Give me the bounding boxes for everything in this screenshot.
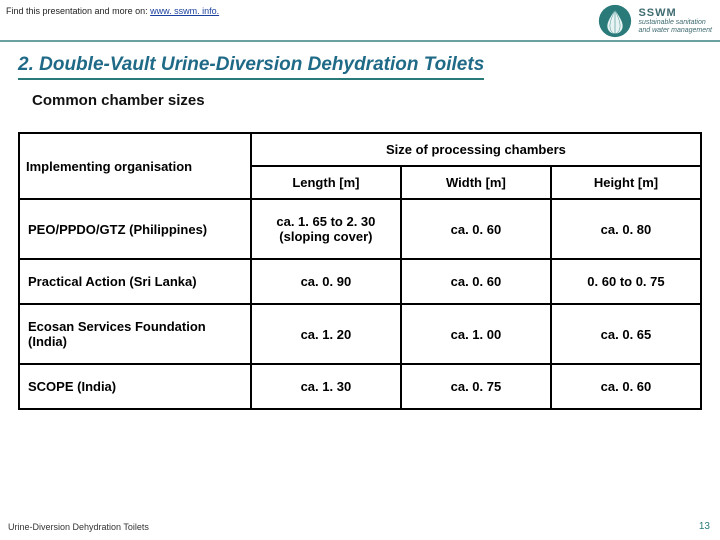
col-org: Implementing organisation xyxy=(19,133,251,199)
cell-length: ca. 1. 20 xyxy=(251,304,401,364)
logo: SSWM sustainable sanitation and water ma… xyxy=(598,4,712,38)
col-height: Height [m] xyxy=(551,166,701,199)
cell-org: PEO/PPDO/GTZ (Philippines) xyxy=(19,199,251,259)
cell-length: ca. 1. 30 xyxy=(251,364,401,409)
cell-width: ca. 1. 00 xyxy=(401,304,551,364)
cell-height: 0. 60 to 0. 75 xyxy=(551,259,701,304)
cell-width: ca. 0. 75 xyxy=(401,364,551,409)
find-prefix: Find this presentation and more on: xyxy=(6,6,150,16)
header-find-text: Find this presentation and more on: www.… xyxy=(6,6,219,16)
logo-line2: and water management xyxy=(638,27,712,35)
header-bar: Find this presentation and more on: www.… xyxy=(0,0,720,42)
water-drop-icon xyxy=(598,4,632,38)
cell-height: ca. 0. 60 xyxy=(551,364,701,409)
chamber-size-table: Implementing organisation Size of proces… xyxy=(18,132,702,410)
table-row: SCOPE (India) ca. 1. 30 ca. 0. 75 ca. 0.… xyxy=(19,364,701,409)
logo-line1: sustainable sanitation xyxy=(638,19,712,27)
cell-height: ca. 0. 65 xyxy=(551,304,701,364)
table-row: Practical Action (Sri Lanka) ca. 0. 90 c… xyxy=(19,259,701,304)
section-subtitle: Common chamber sizes xyxy=(32,92,205,109)
col-size: Size of processing chambers xyxy=(251,133,701,166)
cell-length: ca. 0. 90 xyxy=(251,259,401,304)
cell-width: ca. 0. 60 xyxy=(401,199,551,259)
col-width: Width [m] xyxy=(401,166,551,199)
page-number: 13 xyxy=(699,521,710,532)
logo-text: SSWM sustainable sanitation and water ma… xyxy=(638,7,712,34)
cell-width: ca. 0. 60 xyxy=(401,259,551,304)
cell-org: Ecosan Services Foundation (India) xyxy=(19,304,251,364)
footer-title: Urine-Diversion Dehydration Toilets xyxy=(8,522,149,532)
cell-org: Practical Action (Sri Lanka) xyxy=(19,259,251,304)
section-title: 2. Double-Vault Urine-Diversion Dehydrat… xyxy=(18,54,484,80)
cell-org: SCOPE (India) xyxy=(19,364,251,409)
cell-height: ca. 0. 80 xyxy=(551,199,701,259)
col-length: Length [m] xyxy=(251,166,401,199)
table-row: PEO/PPDO/GTZ (Philippines) ca. 1. 65 to … xyxy=(19,199,701,259)
logo-title: SSWM xyxy=(638,7,712,19)
cell-length: ca. 1. 65 to 2. 30 (sloping cover) xyxy=(251,199,401,259)
table-row: Ecosan Services Foundation (India) ca. 1… xyxy=(19,304,701,364)
sswm-link[interactable]: www. sswm. info. xyxy=(150,6,219,16)
